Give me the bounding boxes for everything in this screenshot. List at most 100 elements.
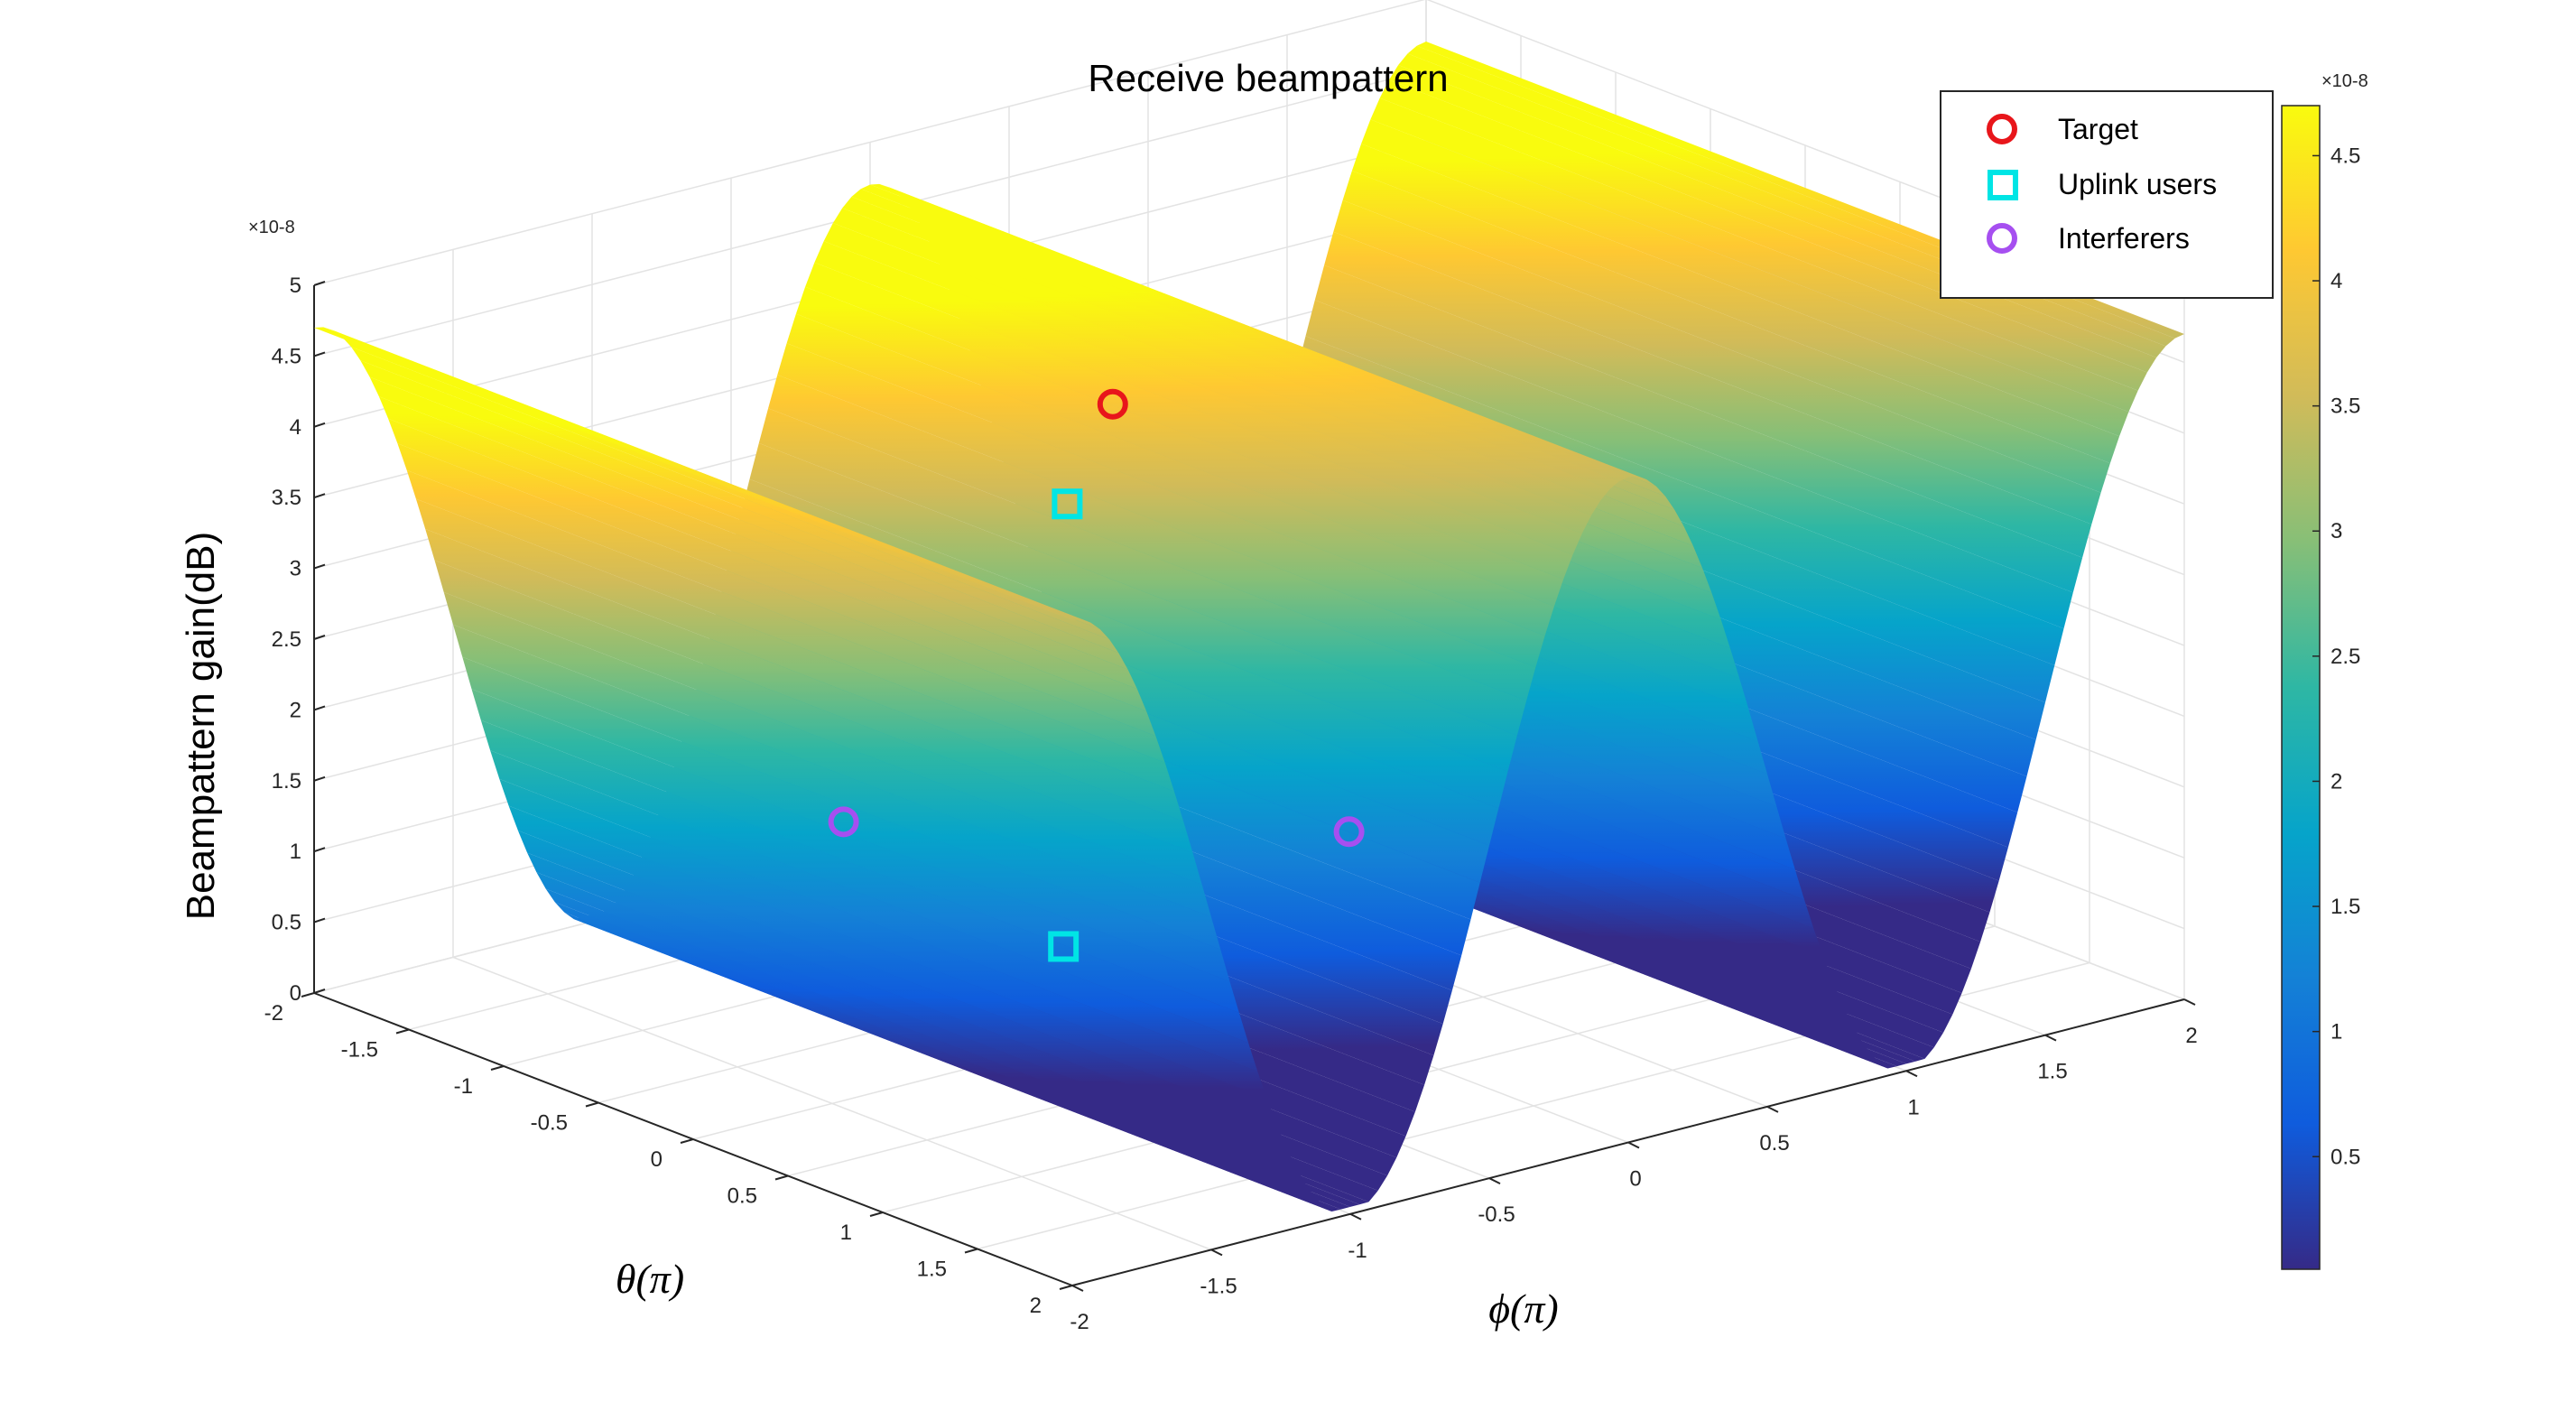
y-tick-mark <box>2044 1034 2057 1042</box>
x-tick-label: -2 <box>264 1001 283 1026</box>
surface-strip <box>462 656 1230 982</box>
surface-strip <box>341 337 1110 640</box>
surface-strip <box>758 408 1527 736</box>
z-tick-mark <box>313 281 326 286</box>
z-tick-label: 0 <box>290 981 301 1006</box>
z-tick-label: 4.5 <box>272 344 301 368</box>
surface-strip <box>480 719 1249 1044</box>
chart-title: Receive beampattern <box>1088 57 1448 99</box>
y-tick-mark <box>2183 998 2196 1006</box>
colorbar-exponent-label: ×10-8 <box>2321 71 2368 91</box>
x-tick-mark <box>869 1211 884 1217</box>
z-tick-mark <box>313 775 326 782</box>
y-tick-mark <box>1349 1212 1362 1221</box>
z-tick-label: 4 <box>290 415 301 440</box>
x-tick-label: 1.5 <box>917 1258 947 1282</box>
surface-strip <box>1342 171 2110 493</box>
y-tick-label: -1.5 <box>1200 1274 1237 1298</box>
surface-strip <box>434 560 1202 885</box>
marker-layer <box>828 388 1365 962</box>
z-tick-mark <box>313 422 326 428</box>
surface-strip <box>1379 79 2147 391</box>
surface-strip <box>397 443 1165 763</box>
surface-strip <box>490 750 1258 1072</box>
y-tick-mark <box>1627 1141 1640 1149</box>
z-tick-mark <box>313 917 326 924</box>
surface-strip <box>323 327 1091 623</box>
surface-strip <box>554 902 1323 1205</box>
legend-interferers-marker <box>1987 223 2017 254</box>
legend-uplink-label: Uplink users <box>2058 168 2217 200</box>
z-tick-label: 1.5 <box>272 769 301 794</box>
surface-strip <box>832 208 1601 515</box>
surface-strip <box>777 343 1545 668</box>
surface-strip <box>527 852 1295 1165</box>
y-tick-label: 2 <box>2185 1024 2197 1048</box>
x-tick-mark <box>490 1065 505 1071</box>
wall-grid-line <box>313 0 1426 286</box>
colorbar-tick-label: 1.5 <box>2330 895 2360 919</box>
x-tick-mark <box>301 992 315 998</box>
z-tick-label: 3.5 <box>272 486 301 510</box>
z-tick-mark <box>313 493 326 499</box>
x-tick-label: 0 <box>651 1147 663 1172</box>
x-tick-mark <box>585 1101 599 1108</box>
x-tick-mark <box>1059 1285 1073 1290</box>
floor-grid-line <box>452 956 1212 1251</box>
legend-interferers-label: Interferers <box>2058 222 2190 255</box>
y-axis-label: ϕ(π) <box>1488 1286 1559 1332</box>
surface-strip <box>805 262 1573 580</box>
x-tick-mark <box>774 1174 789 1181</box>
surface-strip <box>314 327 1082 620</box>
legend-box <box>1940 90 2274 299</box>
surface-strip <box>1370 97 2138 413</box>
surface-strip <box>471 689 1239 1013</box>
surface-strip <box>786 313 1554 636</box>
legend-target-marker <box>1987 114 2017 144</box>
y-tick-label: 0.5 <box>1759 1131 1789 1156</box>
legend-target-label: Target <box>2058 113 2138 145</box>
surface-strip <box>1351 144 2120 464</box>
colorbar-tick-label: 3 <box>2330 519 2342 543</box>
z-tick-label: 0.5 <box>272 911 301 935</box>
colorbar-tick-label: 4.5 <box>2330 144 2360 168</box>
colorbar-ticks: 0.5 1 1.5 2 2.5 3 3.5 4 4.5 <box>2312 144 2360 1169</box>
surface-strip <box>1314 265 2083 593</box>
z-exponent-label: ×10-8 <box>248 218 295 237</box>
legend-uplink-marker <box>1988 170 2018 200</box>
colorbar-tick-label: 3.5 <box>2330 395 2360 419</box>
surface-strip <box>536 872 1304 1182</box>
y-tick-mark <box>1905 1070 1918 1078</box>
surface-strip <box>443 592 1211 917</box>
tick-labels: 0 0.5 1 1.5 2 2.5 3 3.5 4 4.5 5 -2 -1.5 -1 -0.5 0 0.5 1 1.… <box>264 274 2198 1334</box>
legend-entry-uplink-users: Uplink users <box>1988 168 2217 200</box>
y-tick-label: 0 <box>1629 1167 1641 1192</box>
surface-strip <box>768 375 1536 701</box>
surface-strip <box>415 498 1184 822</box>
x-tick-label: -1 <box>454 1074 473 1099</box>
surface-strip <box>795 286 1564 607</box>
colorbar-tick-label: 0.5 <box>2330 1145 2360 1169</box>
x-tick-mark <box>680 1138 694 1144</box>
legend-entry-interferers: Interferers <box>1987 222 2190 255</box>
surface-strip <box>749 442 1517 772</box>
y-tick-label: -0.5 <box>1478 1202 1515 1227</box>
surface-strip <box>1324 231 2092 558</box>
uplink-users-marker <box>1048 931 1080 962</box>
z-axis-label: Beampattern gain(dB) <box>179 532 223 920</box>
z-tick-label: 2.5 <box>272 627 301 652</box>
surface-strip <box>351 347 1119 654</box>
z-tick-label: 3 <box>290 557 301 581</box>
y-tick-label: -2 <box>1070 1310 1089 1334</box>
z-tick-mark <box>313 989 326 994</box>
colorbar-tick-label: 1 <box>2330 1020 2342 1044</box>
y-tick-mark <box>1766 1105 1779 1113</box>
surface-strip <box>453 624 1221 950</box>
beampattern-surface <box>314 42 2184 1211</box>
z-tick-mark <box>313 705 326 711</box>
x-tick-label: -1.5 <box>341 1038 378 1063</box>
z-tick-label: 2 <box>290 698 301 722</box>
surface-strip <box>425 529 1193 853</box>
surface-strip <box>499 778 1267 1099</box>
surface-strip <box>740 478 1508 809</box>
